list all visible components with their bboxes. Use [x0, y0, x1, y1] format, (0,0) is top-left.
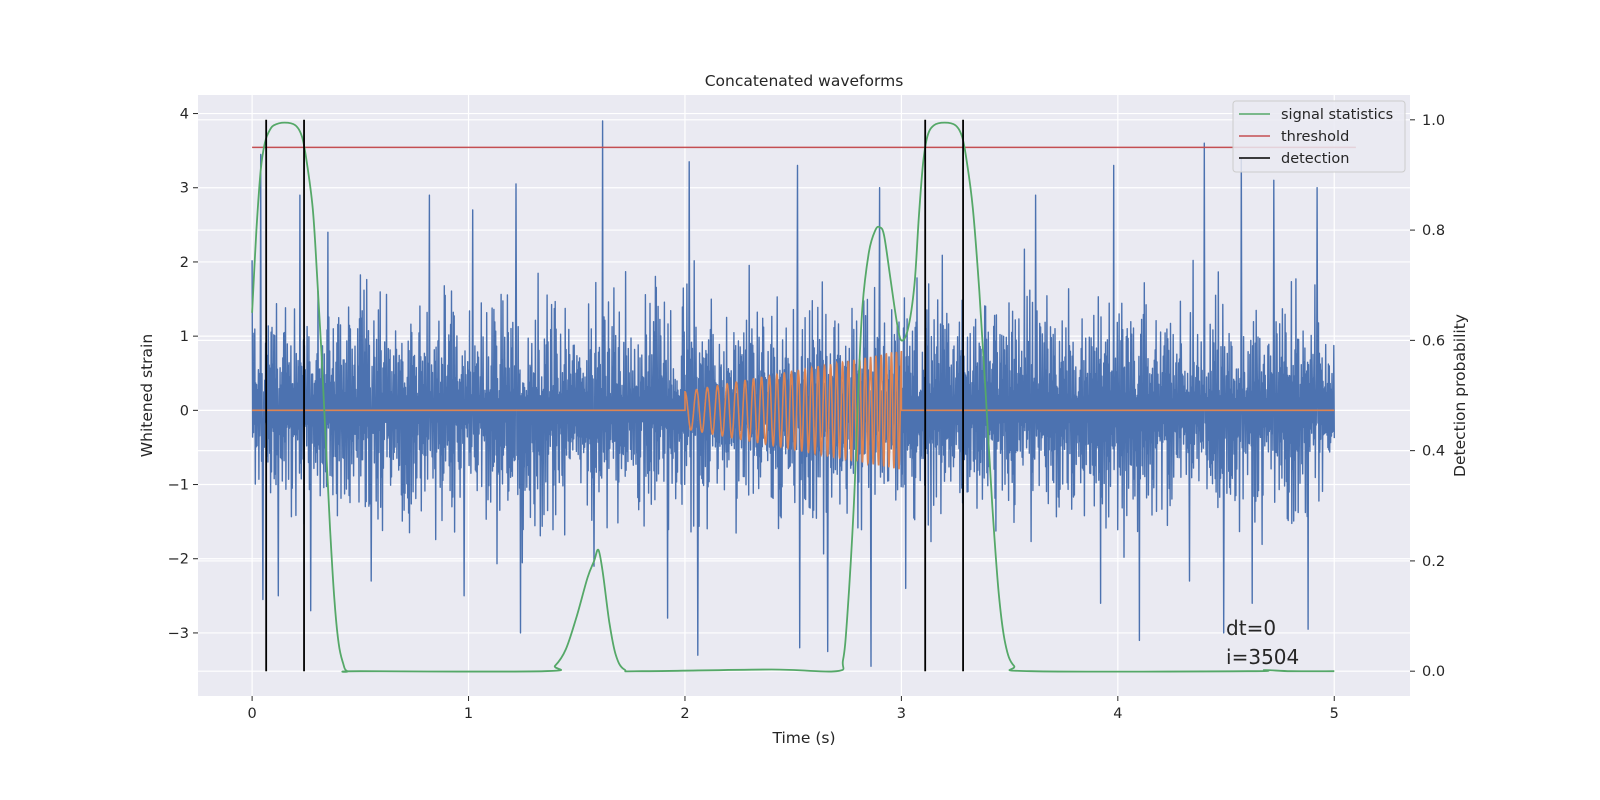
x-tick-label: 4: [1113, 706, 1122, 722]
x-tick-label: 1: [464, 706, 473, 722]
y-tick-label: −2: [168, 552, 189, 568]
series-whitened-strain: [251, 120, 1335, 667]
y-axis-label: Whitened strain: [138, 334, 156, 457]
chart-title: Concatenated waveforms: [705, 72, 904, 90]
series-signal-statistics: [251, 121, 1335, 673]
x-tick-label: 2: [680, 706, 689, 722]
y2-tick-label: 0.6: [1422, 333, 1445, 349]
annotation: dt=0 i=3504: [1226, 616, 1299, 669]
y2-tick-label: 0.0: [1422, 664, 1445, 680]
y2-tick-label: 1.0: [1422, 113, 1445, 129]
x-tick-label: 0: [247, 706, 256, 722]
y2-tick-label: 0.2: [1422, 554, 1445, 570]
legend: signal statistics threshold detection: [1232, 100, 1406, 173]
y-tick-label: 1: [180, 329, 189, 345]
y2-tick-label: 0.8: [1422, 223, 1445, 239]
legend-entry-detection: detection: [1281, 151, 1349, 167]
annotation-dt: dt=0: [1226, 616, 1276, 640]
y-tick-label: 4: [180, 107, 189, 123]
y-tick-label: 0: [180, 403, 189, 419]
data-layer: [251, 119, 1356, 673]
y-tick-label: −1: [168, 478, 189, 494]
y-tick-label: 2: [180, 255, 189, 271]
y-tick-label: 3: [180, 181, 189, 197]
x-tick-label: 3: [897, 706, 906, 722]
ticks: 0 1 2 3 4 5 −3 −2 −1 0 1 2 3 4 0.0 0.2 0.4 0.6 0.8 1.0: [168, 107, 1445, 722]
legend-box: [1232, 100, 1406, 173]
annotation-index: i=3504: [1226, 645, 1299, 669]
legend-entry-signal-statistics: signal statistics: [1281, 107, 1393, 123]
legend-entry-threshold: threshold: [1281, 129, 1349, 145]
x-tick-label: 5: [1330, 706, 1339, 722]
y2-tick-label: 0.4: [1422, 444, 1445, 460]
series-injected-chirp: [252, 350, 1335, 470]
y2-axis-label: Detection probability: [1451, 314, 1469, 477]
y-tick-label: −3: [168, 626, 189, 642]
x-axis-label: Time (s): [771, 729, 835, 747]
